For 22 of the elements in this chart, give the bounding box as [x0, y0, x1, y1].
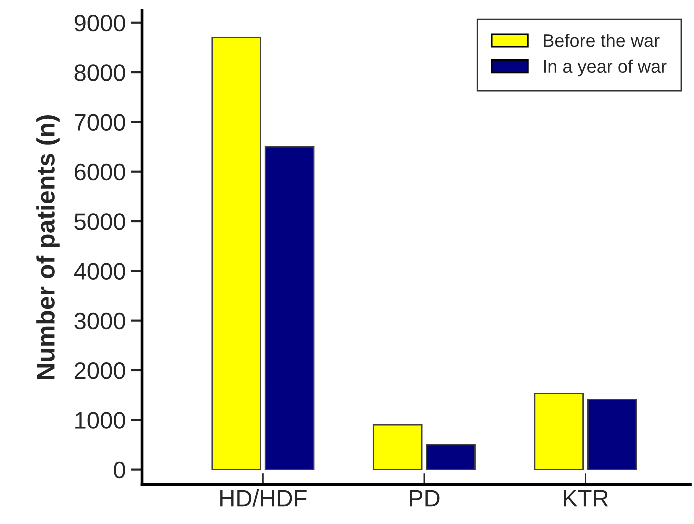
bar	[372, 424, 423, 470]
bar	[426, 444, 476, 470]
y-tick-label: 0	[114, 462, 126, 479]
y-tick-label: 2000	[74, 362, 126, 380]
y-tick-label: 9000	[74, 14, 126, 32]
y-tick-label: 1000	[76, 412, 126, 429]
bar	[264, 146, 315, 470]
bar	[587, 399, 638, 470]
legend-label: In a year of war	[544, 60, 667, 77]
legend-label: Before the war	[544, 34, 660, 48]
bar	[212, 37, 262, 470]
y-tick-label: 6000	[74, 164, 126, 181]
y-tick-label: 3000	[74, 312, 126, 330]
y-tick-label: 5000	[74, 214, 126, 230]
bar	[534, 393, 584, 470]
x-tick-label: KTR	[564, 490, 608, 507]
x-tick-label: PD	[410, 490, 440, 507]
y-tick-label: 7000	[74, 114, 126, 131]
x-tick-label: HD/HDF	[220, 490, 307, 507]
y-tick-label: 8000	[74, 64, 126, 82]
y-axis-title: Number of patients (n)	[36, 115, 60, 380]
y-tick-label: 4000	[74, 263, 126, 280]
